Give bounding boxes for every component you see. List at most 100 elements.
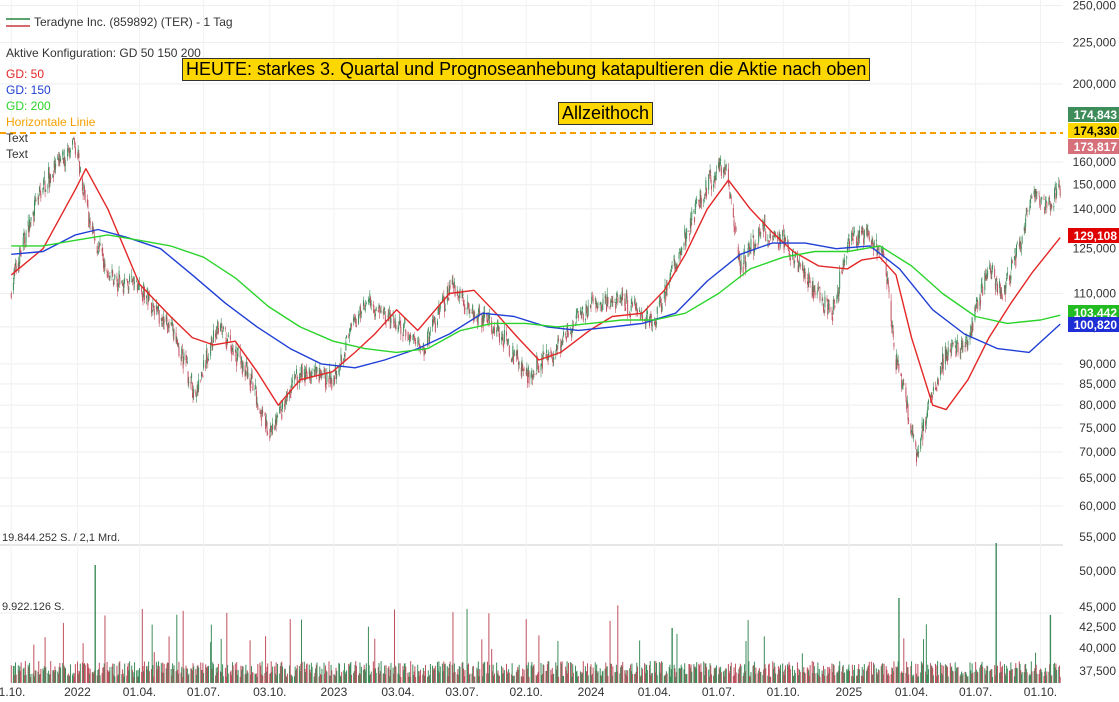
volume-bar bbox=[703, 675, 705, 683]
volume-bar bbox=[951, 666, 953, 683]
candle-body bbox=[941, 367, 943, 374]
candle-body bbox=[599, 303, 601, 306]
candle-body bbox=[896, 359, 898, 365]
volume-bar bbox=[918, 676, 920, 683]
volume-bar bbox=[345, 671, 347, 683]
candle-body bbox=[944, 346, 946, 364]
volume-bar bbox=[577, 676, 579, 683]
candle-body bbox=[768, 240, 770, 242]
volume-bar bbox=[301, 619, 303, 683]
volume-bar bbox=[93, 673, 95, 683]
candle-body bbox=[489, 313, 491, 319]
volume-bar bbox=[848, 664, 850, 683]
candle-body bbox=[34, 200, 36, 216]
candle-body bbox=[47, 184, 49, 189]
candle-body bbox=[349, 328, 351, 332]
volume-bar bbox=[349, 663, 351, 683]
volume-max-label: 19.844.252 S. / 2,1 Mrd. bbox=[2, 532, 121, 544]
candle-body bbox=[896, 353, 898, 366]
candle-body bbox=[98, 246, 100, 250]
volume-bar bbox=[84, 664, 86, 683]
volume-bar bbox=[482, 663, 484, 683]
legend-item-horizontal-line[interactable]: Horizontale Linie bbox=[6, 115, 96, 129]
volume-bar bbox=[118, 662, 120, 683]
candle-body bbox=[384, 307, 386, 311]
candle-body bbox=[157, 309, 159, 311]
candle-body bbox=[256, 402, 258, 404]
candle-body bbox=[727, 168, 729, 184]
volume-bar bbox=[560, 661, 562, 683]
candle-body bbox=[335, 370, 337, 380]
legend-item-text[interactable]: Text bbox=[6, 131, 29, 145]
legend-item-gd50[interactable]: GD: 50 bbox=[6, 67, 45, 81]
volume-bar bbox=[890, 674, 892, 683]
volume-bar bbox=[300, 663, 302, 683]
candle-body bbox=[23, 233, 25, 236]
candle-body bbox=[382, 311, 384, 313]
volume-bar bbox=[882, 674, 884, 683]
ma-line-1 bbox=[11, 228, 1061, 369]
volume-bar bbox=[72, 672, 74, 683]
volume-bar bbox=[961, 675, 963, 683]
candle-body bbox=[797, 265, 799, 272]
volume-bar bbox=[725, 668, 727, 683]
candle-body bbox=[276, 418, 278, 423]
candle-body bbox=[448, 297, 450, 301]
candle-body bbox=[191, 373, 193, 379]
candle-body bbox=[715, 171, 717, 174]
candle-body bbox=[714, 178, 716, 184]
volume-bar bbox=[740, 665, 742, 683]
volume-bar bbox=[826, 675, 828, 683]
volume-bar bbox=[53, 671, 55, 683]
volume-bar bbox=[492, 664, 494, 683]
candle-body bbox=[398, 327, 400, 329]
candle-body bbox=[239, 350, 241, 358]
volume-bar bbox=[528, 676, 530, 683]
volume-bar bbox=[571, 676, 573, 683]
volume-bar bbox=[403, 663, 405, 683]
candle-body bbox=[106, 270, 108, 273]
candle-body bbox=[74, 140, 76, 145]
volume-bar bbox=[1046, 671, 1048, 683]
candle-body bbox=[320, 369, 322, 372]
candle-body bbox=[788, 250, 790, 252]
volume-bar bbox=[931, 666, 933, 683]
candle-body bbox=[270, 426, 272, 432]
candle-body bbox=[176, 337, 178, 340]
candle-body bbox=[434, 323, 436, 332]
price-tick-label: 65,000 bbox=[1079, 471, 1116, 485]
volume-bar bbox=[142, 666, 144, 683]
candle-body bbox=[43, 179, 45, 185]
candle-body bbox=[142, 298, 144, 301]
candle-body bbox=[305, 367, 307, 380]
volume-bar bbox=[1009, 670, 1011, 683]
candle-body bbox=[348, 336, 350, 338]
candle-body bbox=[432, 319, 434, 321]
volume-bar bbox=[545, 670, 547, 683]
volume-bar bbox=[281, 666, 283, 683]
candle-body bbox=[1049, 198, 1051, 200]
candle-body bbox=[236, 353, 238, 361]
volume-bar bbox=[303, 661, 305, 683]
volume-bar bbox=[1048, 671, 1050, 683]
legend-item-gd200[interactable]: GD: 200 bbox=[6, 99, 51, 113]
volume-bar bbox=[1058, 666, 1060, 683]
volume-bar bbox=[29, 676, 31, 683]
candle-body bbox=[413, 335, 415, 338]
price-tick-label: 160,000 bbox=[1073, 155, 1117, 169]
candle-body bbox=[591, 297, 593, 298]
candle-body bbox=[402, 335, 404, 337]
headline-annotation[interactable]: HEUTE: starkes 3. Quartal und Prognosean… bbox=[182, 58, 871, 81]
candle-body bbox=[91, 226, 93, 230]
candle-body bbox=[392, 313, 394, 317]
volume-bar bbox=[246, 670, 248, 683]
volume-bar bbox=[1016, 668, 1018, 683]
candle-body bbox=[827, 303, 829, 315]
legend-item-text-2[interactable]: Text bbox=[6, 147, 29, 161]
ath-annotation[interactable]: Allzeithoch bbox=[558, 102, 654, 125]
candle-body bbox=[67, 149, 69, 151]
candle-body bbox=[753, 248, 755, 253]
candle-body bbox=[532, 375, 534, 380]
legend-item-gd150[interactable]: GD: 150 bbox=[6, 83, 51, 97]
candle-body bbox=[649, 314, 651, 323]
